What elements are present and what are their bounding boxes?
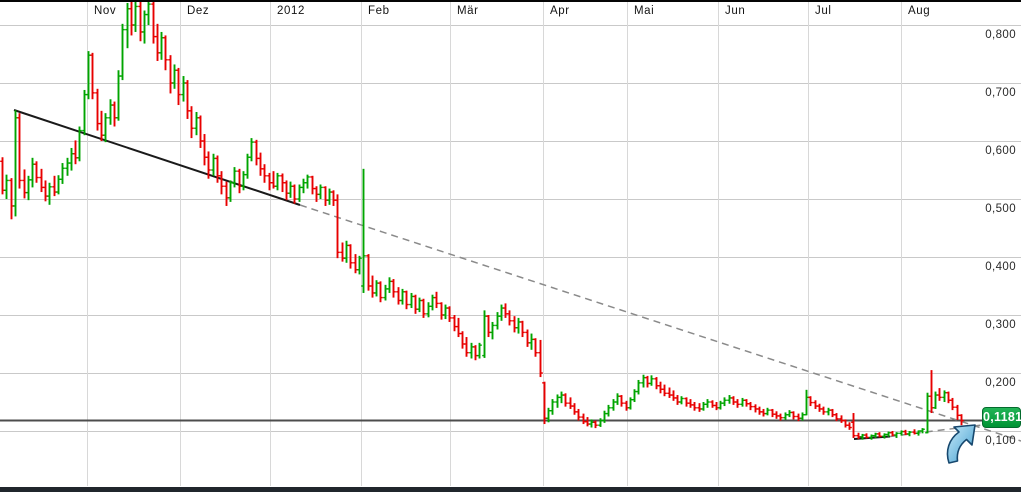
descending-trendline-extension[interactable] bbox=[299, 204, 1021, 442]
current-price-tag: 0,1181 bbox=[982, 407, 1021, 428]
y-axis-label-0.5: 0,500 bbox=[985, 203, 1016, 215]
y-axis-label-0.2: 0,200 bbox=[985, 377, 1016, 389]
y-axis-label-0.8: 0,800 bbox=[985, 29, 1016, 41]
y-axis-label-0.1: 0,100 bbox=[985, 435, 1016, 447]
x-axis-label-Apr: Apr bbox=[550, 5, 570, 17]
bottom-scrollbar-track bbox=[0, 487, 1021, 492]
y-axis-label-0.3: 0,300 bbox=[985, 319, 1016, 331]
x-axis-label-Feb: Feb bbox=[368, 5, 390, 17]
y-axis-labels: 0,800 0,700 0,600 0,500 0,400 0,300 0,200 0,100 bbox=[985, 29, 1016, 447]
vertical-gridlines bbox=[87, 2, 902, 486]
x-axis-labels: Nov Dez 2012 Feb Mär Apr Mai Jun Jul Aug bbox=[94, 5, 930, 17]
y-axis-label-0.6: 0,600 bbox=[985, 145, 1016, 157]
x-axis-label-Aug: Aug bbox=[908, 5, 930, 17]
x-axis-label-Mai: Mai bbox=[634, 5, 654, 17]
y-axis-label-0.7: 0,700 bbox=[985, 87, 1016, 99]
horizontal-gridlines bbox=[0, 25, 1021, 432]
support-trendline-extension[interactable] bbox=[889, 419, 1019, 438]
mouse-cursor-arrow-icon bbox=[946, 424, 976, 464]
x-axis-label-Dez: Dez bbox=[187, 5, 209, 17]
x-axis-label-Jun: Jun bbox=[725, 5, 745, 17]
trendlines bbox=[13, 109, 1021, 442]
x-axis-label-Nov: Nov bbox=[94, 5, 116, 17]
x-axis-label-Jul: Jul bbox=[815, 5, 832, 17]
descending-trendline-solid[interactable] bbox=[13, 109, 301, 206]
top-border bbox=[0, 0, 1021, 2]
x-axis-label-Mär: Mär bbox=[457, 5, 479, 17]
y-axis-label-0.4: 0,400 bbox=[985, 261, 1016, 273]
candles bbox=[0, 0, 964, 440]
x-axis-label-2012: 2012 bbox=[277, 5, 305, 17]
